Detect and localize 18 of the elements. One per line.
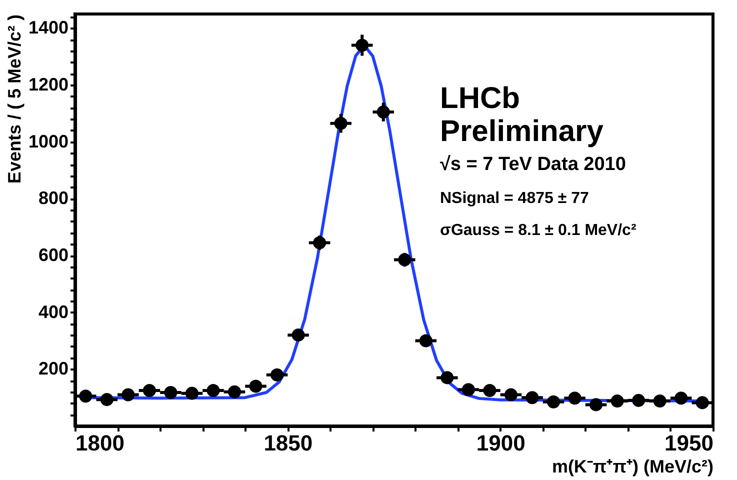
annotation: NSignal = 4875 ± 77 bbox=[440, 190, 589, 207]
y-tick-label: 1000 bbox=[28, 131, 68, 152]
annotation: σGauss = 8.1 ± 0.1 MeV/c² bbox=[440, 222, 636, 239]
annotation: √s = 7 TeV Data 2010 bbox=[440, 154, 626, 175]
x-tick-label: 1950 bbox=[664, 430, 714, 456]
y-axis-title: Events / ( 5 MeV/c² ) bbox=[4, 14, 24, 184]
x-tick-label: 1800 bbox=[76, 430, 124, 456]
y-tick-label: 1400 bbox=[28, 18, 68, 38]
annotation: Preliminary bbox=[440, 115, 604, 148]
y-tick-label: 200 bbox=[38, 358, 68, 379]
x-tick-label: 1850 bbox=[264, 430, 313, 456]
x-axis-title: m(K⁻π⁺π⁺) (MeV/c²) bbox=[552, 456, 714, 476]
annotation: LHCb bbox=[440, 82, 520, 115]
y-tick-label: 400 bbox=[38, 302, 68, 322]
y-tick-label: 1200 bbox=[28, 74, 68, 95]
y-tick-label: 600 bbox=[38, 245, 68, 266]
y-tick-label: 800 bbox=[38, 188, 68, 208]
x-tick-label: 1900 bbox=[476, 430, 526, 456]
